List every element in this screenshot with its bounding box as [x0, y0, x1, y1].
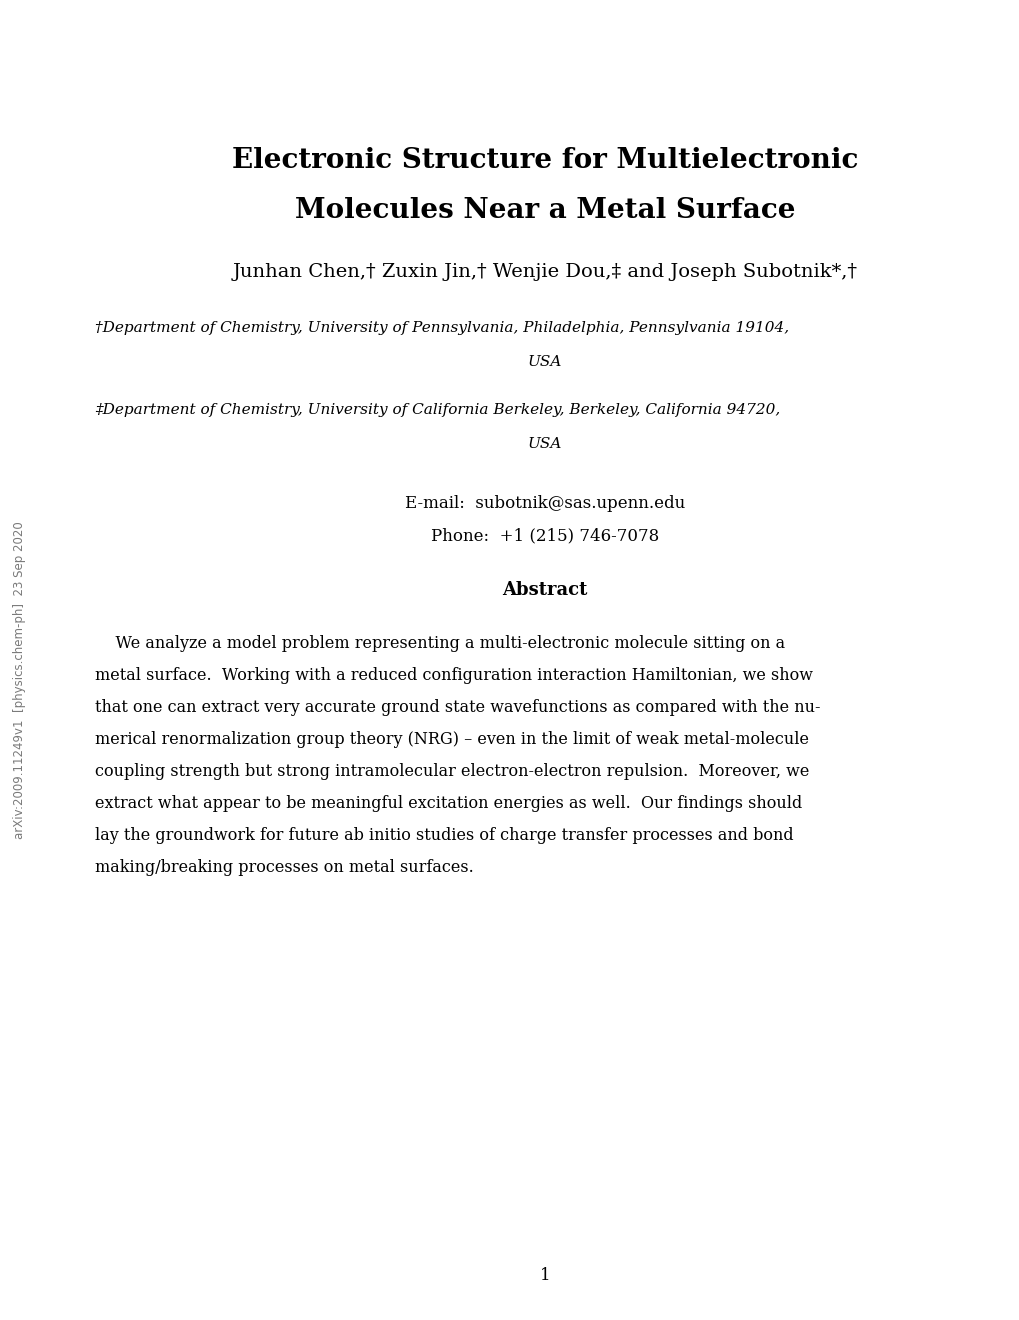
Text: making/breaking processes on metal surfaces.: making/breaking processes on metal surfa…	[95, 859, 473, 876]
Text: extract what appear to be meaningful excitation energies as well.  Our findings : extract what appear to be meaningful exc…	[95, 795, 802, 812]
Text: 1: 1	[539, 1266, 550, 1283]
Text: Phone:  +1 (215) 746-7078: Phone: +1 (215) 746-7078	[430, 528, 658, 544]
Text: Abstract: Abstract	[501, 581, 587, 599]
Text: We analyze a model problem representing a multi-electronic molecule sitting on a: We analyze a model problem representing …	[95, 635, 785, 652]
Text: E-mail:  subotnik@sas.upenn.edu: E-mail: subotnik@sas.upenn.edu	[405, 495, 685, 512]
Text: Molecules Near a Metal Surface: Molecules Near a Metal Surface	[294, 197, 795, 223]
Text: merical renormalization group theory (NRG) – even in the limit of weak metal-mol: merical renormalization group theory (NR…	[95, 731, 808, 748]
Text: that one can extract very accurate ground state wavefunctions as compared with t: that one can extract very accurate groun…	[95, 700, 819, 715]
Text: metal surface.  Working with a reduced configuration interaction Hamiltonian, we: metal surface. Working with a reduced co…	[95, 667, 812, 684]
Text: arXiv:2009.11249v1  [physics.chem-ph]  23 Sep 2020: arXiv:2009.11249v1 [physics.chem-ph] 23 …	[13, 521, 26, 840]
Text: Junhan Chen,† Zuxin Jin,† Wenjie Dou,‡ and Joseph Subotnik*,†: Junhan Chen,† Zuxin Jin,† Wenjie Dou,‡ a…	[232, 263, 857, 281]
Text: †Department of Chemistry, University of Pennsylvania, Philadelphia, Pennsylvania: †Department of Chemistry, University of …	[95, 321, 789, 335]
Text: lay the groundwork for future ab initio studies of charge transfer processes and: lay the groundwork for future ab initio …	[95, 828, 793, 843]
Text: ‡Department of Chemistry, University of California Berkeley, Berkeley, Californi: ‡Department of Chemistry, University of …	[95, 403, 780, 417]
Text: coupling strength but strong intramolecular electron-electron repulsion.  Moreov: coupling strength but strong intramolecu…	[95, 763, 809, 780]
Text: Electronic Structure for Multielectronic: Electronic Structure for Multielectronic	[231, 147, 857, 173]
Text: USA: USA	[527, 355, 561, 370]
Text: USA: USA	[527, 437, 561, 451]
